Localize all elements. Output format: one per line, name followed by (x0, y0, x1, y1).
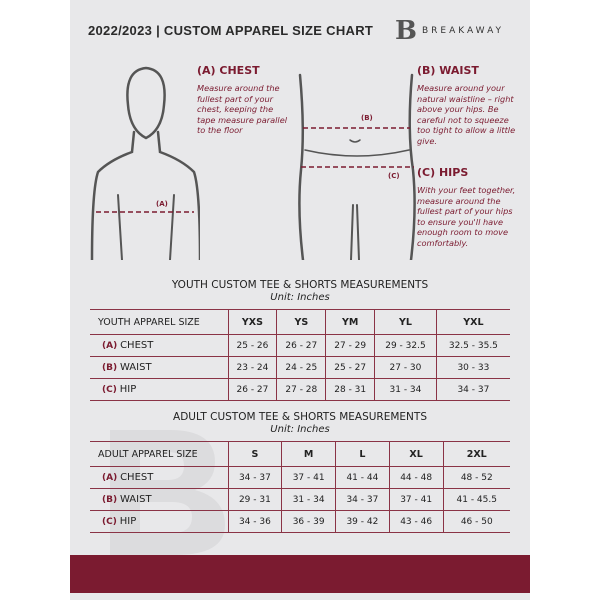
measurement-value: 34 - 37 (228, 466, 283, 489)
chest-title: (A) CHEST (197, 64, 260, 77)
measurement-value: 31 - 34 (281, 488, 336, 511)
measurement-value: 27 - 29 (325, 334, 376, 357)
measurement-letter: (C) (102, 385, 117, 395)
measurement-value: 25 - 26 (228, 334, 278, 357)
hips-title: (C) HIPS (417, 166, 469, 179)
table-row: (C) HIP 26 - 27 27 - 28 28 - 31 31 - 34 34 - … (90, 378, 510, 401)
measurement-name: HIP (119, 516, 137, 527)
measurement-value: 31 - 34 (374, 378, 437, 401)
measurement-value: 41 - 45.5 (443, 488, 510, 511)
measurement-name: CHEST (120, 340, 154, 351)
measurement-letter: (B) (102, 495, 118, 505)
size-chart-page: 2022/2023 | CUSTOM APPAREL SIZE CHART B … (70, 0, 530, 600)
measurement-value: 43 - 46 (389, 510, 444, 533)
measurement-value: 44 - 48 (389, 466, 444, 489)
measurement-value: 34 - 37 (335, 488, 390, 511)
hips-marker-label: (C) (388, 172, 400, 180)
measurement-label: (C) HIP (90, 378, 229, 401)
table-row: (B) WAIST 29 - 31 31 - 34 34 - 37 37 - 41 41 … (90, 488, 510, 511)
measurement-value: 37 - 41 (389, 488, 444, 511)
measurement-value: 23 - 24 (228, 356, 278, 379)
page-title: 2022/2023 | CUSTOM APPAREL SIZE CHART (88, 23, 374, 38)
measurement-value: 27 - 30 (374, 356, 437, 379)
size-column-header: YL (374, 309, 437, 335)
youth-size-table: YOUTH APPAREL SIZE YXS YS YM YL YXL (A) CHEST 2… (90, 309, 510, 401)
measurement-value: 39 - 42 (335, 510, 390, 533)
measurement-value: 29 - 32.5 (374, 334, 437, 357)
measurement-value: 34 - 36 (228, 510, 283, 533)
measurement-value: 26 - 27 (228, 378, 278, 401)
measurement-label: (B) WAIST (90, 356, 229, 379)
measurement-value: 36 - 39 (281, 510, 336, 533)
upper-body-figure (90, 66, 200, 260)
lower-body-figure (298, 73, 416, 260)
size-column-header: YXS (228, 309, 278, 335)
measurement-letter: (B) (102, 363, 118, 373)
waist-description: Measure around your natural waistline – … (417, 83, 516, 146)
size-column-header: XL (389, 441, 444, 467)
measurement-name: WAIST (119, 362, 152, 373)
table-row: (C) HIP 34 - 36 36 - 39 39 - 42 43 - 46 46 - … (90, 510, 510, 533)
size-column-header: YS (276, 309, 327, 335)
measurement-value: 46 - 50 (443, 510, 510, 533)
measurement-letter: (A) (102, 473, 118, 483)
measurement-label: (B) WAIST (90, 488, 229, 511)
logo-mark: B (395, 16, 417, 46)
measurement-value: 41 - 44 (335, 466, 390, 489)
table-header-row: YOUTH APPAREL SIZE YXS YS YM YL YXL (90, 309, 510, 335)
adult-size-table: ADULT APPAREL SIZE S M L XL 2XL (A) CHEST 34 - … (90, 441, 510, 533)
measurement-value: 28 - 31 (325, 378, 376, 401)
size-column-header: 2XL (443, 441, 510, 467)
table-row: (A) CHEST 34 - 37 37 - 41 41 - 44 44 - 48 48 … (90, 466, 510, 489)
measurement-value: 27 - 28 (276, 378, 327, 401)
measurement-value: 30 - 33 (436, 356, 510, 379)
measurement-name: HIP (119, 384, 137, 395)
measurement-letter: (C) (102, 517, 117, 527)
measurement-value: 26 - 27 (276, 334, 327, 357)
measurement-value: 48 - 52 (443, 466, 510, 489)
measurement-value: 24 - 25 (276, 356, 327, 379)
adult-table-title: ADULT CUSTOM TEE & SHORTS MEASUREMENTS (173, 411, 427, 423)
waist-marker-label: (B) (361, 114, 373, 122)
measurement-value: 29 - 31 (228, 488, 283, 511)
measurement-letter: (A) (102, 341, 118, 351)
logo-text: BREAKAWAY (421, 26, 505, 36)
table-row: (A) CHEST 25 - 26 26 - 27 27 - 29 29 - 32.5 3… (90, 334, 510, 357)
measurement-label: (A) CHEST (90, 334, 229, 357)
chest-marker-label: (A) (156, 200, 168, 208)
measurement-value: 25 - 27 (325, 356, 376, 379)
table-header-row: ADULT APPAREL SIZE S M L XL 2XL (90, 441, 510, 467)
measurement-label: (A) CHEST (90, 466, 229, 489)
measurement-value: 37 - 41 (281, 466, 336, 489)
size-column-header: M (281, 441, 336, 467)
size-header: ADULT APPAREL SIZE (90, 441, 229, 467)
size-column-header: YM (325, 309, 376, 335)
size-header: YOUTH APPAREL SIZE (90, 309, 229, 335)
adult-table-unit: Unit: Inches (270, 424, 330, 435)
measurement-label: (C) HIP (90, 510, 229, 533)
measurement-name: CHEST (120, 472, 154, 483)
waist-title: (B) WAIST (417, 64, 479, 77)
youth-table-unit: Unit: Inches (270, 292, 330, 303)
size-column-header: L (335, 441, 390, 467)
measurement-value: 32.5 - 35.5 (436, 334, 510, 357)
chest-description: Measure around the fullest part of your … (197, 83, 288, 135)
youth-table-title: YOUTH CUSTOM TEE & SHORTS MEASUREMENTS (171, 279, 429, 291)
table-row: (B) WAIST 23 - 24 24 - 25 25 - 27 27 - 30 30 … (90, 356, 510, 379)
brand-logo: B BREAKAWAY (395, 18, 504, 44)
footer-band (70, 555, 530, 593)
size-column-header: YXL (436, 309, 510, 335)
hips-description: With your feet together, measure around … (417, 185, 516, 248)
size-column-header: S (228, 441, 283, 467)
measurement-name: WAIST (119, 494, 152, 505)
measurement-value: 34 - 37 (436, 378, 510, 401)
